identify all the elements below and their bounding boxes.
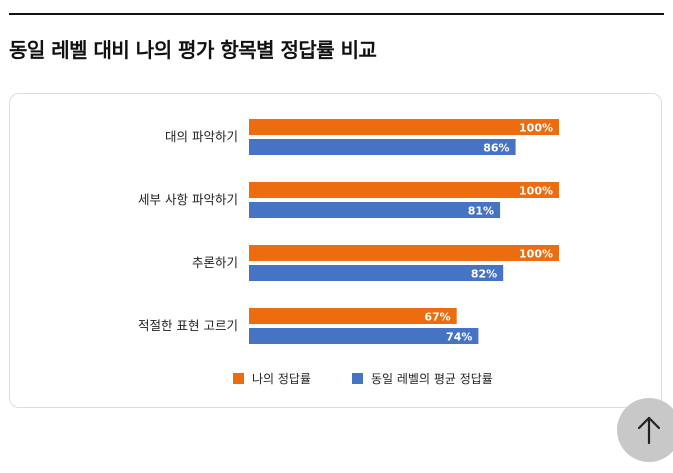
bar-my-rate [249, 308, 457, 324]
top-divider [9, 13, 664, 15]
bar-value-label: 100% [519, 122, 553, 135]
bar-value-label: 86% [483, 142, 509, 155]
legend-item-mine: 나의 정답률 [252, 372, 311, 386]
bar-value-label: 67% [424, 311, 450, 324]
arrow-up-icon [637, 416, 661, 445]
scroll-to-top-button[interactable] [617, 398, 673, 462]
legend-swatch [352, 373, 363, 384]
legend-item-peer: 동일 레벨의 평균 정답률 [371, 372, 493, 386]
category-label: 추론하기 [192, 255, 238, 270]
bar-value-label: 82% [471, 268, 497, 281]
comparison-bar-chart: 대의 파악하기 100% 86% 세부 사항 파악하기 100% 81% 추론하기 100% 8… [138, 119, 559, 386]
bar-my-rate [249, 119, 559, 135]
chart-card: 대의 파악하기 100% 86% 세부 사항 파악하기 100% 81% 추론하기 100% 8… [9, 93, 662, 408]
bar-my-rate [249, 245, 559, 261]
bar-value-label: 74% [446, 331, 472, 344]
bar-value-label: 100% [519, 185, 553, 198]
category-label: 세부 사항 파악하기 [138, 192, 238, 207]
page-title: 동일 레벨 대비 나의 평가 항목별 정답률 비교 [9, 38, 377, 62]
bar-peer-rate [249, 265, 504, 281]
bar-value-label: 100% [519, 248, 553, 261]
category-label: 대의 파악하기 [165, 129, 238, 144]
bar-peer-rate [249, 139, 516, 155]
bar-my-rate [249, 182, 559, 198]
bar-value-label: 81% [468, 205, 494, 218]
category-label: 적절한 표현 고르기 [138, 318, 238, 333]
bar-peer-rate [249, 328, 479, 344]
legend-swatch [233, 373, 244, 384]
bar-peer-rate [249, 202, 501, 218]
